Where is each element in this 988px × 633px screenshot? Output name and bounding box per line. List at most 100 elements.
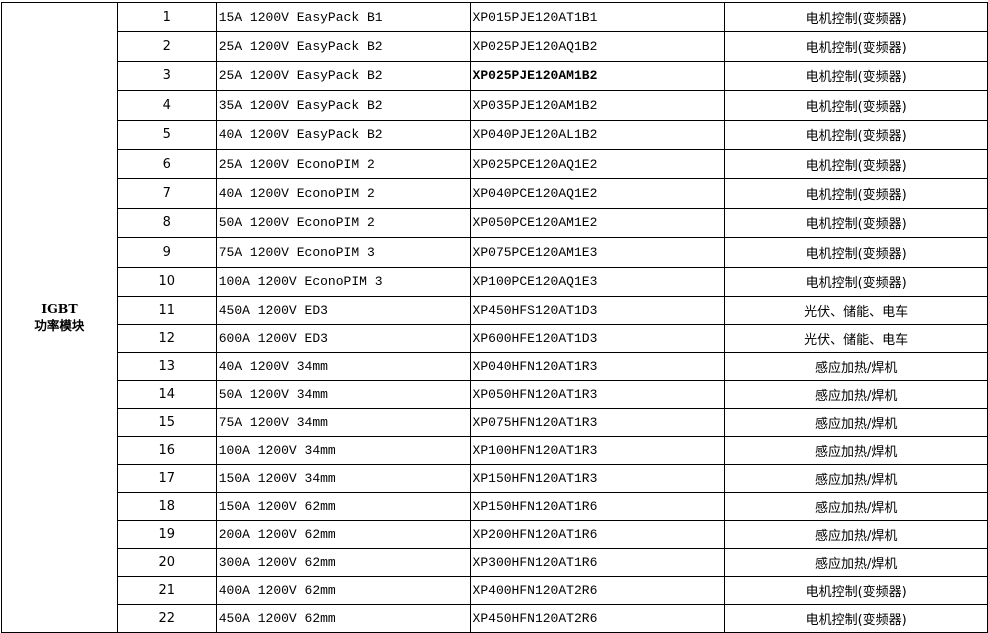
application-cell: 感应加热/焊机 [724,351,988,381]
table-row: 18 150A 1200V 62mm XP150HFN120AT1R6 感应加热/焊机 [2,491,988,521]
table-row: 8 50A 1200V EconoPIM 2 XP050PCE120AM1E2 电机控… [2,207,988,239]
row-number: 2 [116,31,217,62]
part-number-cell: XP050HFN120AT1R3 [469,379,726,409]
table-row: 5 40A 1200V EasyPack B2 XP040PJE120AL1B2 电机… [2,119,988,150]
application-cell: 电机控制(变频器) [724,207,988,239]
application-cell: 电机控制(变频器) [724,148,988,180]
part-number-cell: XP015PJE120AT1B1 [469,1,726,33]
table-row: 15 75A 1200V 34mm XP075HFN120AT1R3 感应加热/焊机 [2,407,988,437]
application-cell: 感应加热/焊机 [724,379,988,409]
part-number-cell: XP025PJE120AQ1B2 [469,31,726,62]
application-cell: 感应加热/焊机 [724,491,988,521]
spec-cell: 300A 1200V 62mm [215,547,471,577]
part-number-cell: XP025PJE120AM1B2 [469,60,726,92]
application-cell: 感应加热/焊机 [724,407,988,437]
row-number: 10 [116,266,217,297]
spec-cell: 50A 1200V 34mm [215,379,471,409]
spec-cell: 40A 1200V 34mm [215,351,471,381]
table-row: 20 300A 1200V 62mm XP300HFN120AT1R6 感应加热/焊机 [2,547,988,577]
part-number-cell: XP100PCE120AQ1E3 [469,266,726,297]
part-number-cell: XP400HFN120AT2R6 [469,575,726,605]
row-number: 18 [116,491,217,521]
application-cell: 电机控制(变频器) [724,237,988,268]
part-number-cell: XP025PCE120AQ1E2 [469,148,726,180]
table-row: 4 35A 1200V EasyPack B2 XP035PJE120AM1B2 电机… [2,90,988,121]
spec-cell: 15A 1200V EasyPack B1 [215,1,471,33]
table-row: 14 50A 1200V 34mm XP050HFN120AT1R3 感应加热/焊机 [2,379,988,409]
category-cell: IGBT 功率模块 [1,2,118,633]
part-number-cell: XP600HFE120AT1D3 [469,323,726,353]
spec-cell: 100A 1200V 34mm [215,435,471,465]
spec-cell: 100A 1200V EconoPIM 3 [215,266,471,297]
row-number: 19 [116,519,217,549]
application-cell: 光伏、储能、电车 [724,323,988,353]
part-number-cell: XP300HFN120AT1R6 [469,547,726,577]
application-cell: 电机控制(变频器) [724,31,988,62]
application-cell: 电机控制(变频器) [724,60,988,92]
row-number: 14 [116,379,217,409]
spec-cell: 75A 1200V EconoPIM 3 [215,237,471,268]
spec-cell: 200A 1200V 62mm [215,519,471,549]
table-row: 11 450A 1200V ED3 XP450HFS120AT1D3 光伏、储能、电车 [2,295,988,325]
table-row: 3 25A 1200V EasyPack B2 XP025PJE120AM1B2 电机… [2,60,988,92]
row-number: 22 [116,603,217,633]
row-number: 5 [116,119,217,150]
row-number: 8 [116,207,217,239]
spec-cell: 400A 1200V 62mm [215,575,471,605]
application-cell: 电机控制(变频器) [724,178,988,209]
spec-cell: 35A 1200V EasyPack B2 [215,90,471,121]
row-number: 1 [116,1,217,33]
part-number-cell: XP150HFN120AT1R6 [469,491,726,521]
part-number-cell: XP050PCE120AM1E2 [469,207,726,239]
table-row: 13 40A 1200V 34mm XP040HFN120AT1R3 感应加热/焊机 [2,351,988,381]
table-row: 12 600A 1200V ED3 XP600HFE120AT1D3 光伏、储能、电车 [2,323,988,353]
application-cell: 感应加热/焊机 [724,463,988,493]
application-cell: 感应加热/焊机 [724,435,988,465]
row-number: 17 [116,463,217,493]
spec-cell: 25A 1200V EasyPack B2 [215,60,471,92]
spec-cell: 150A 1200V 62mm [215,491,471,521]
table-row: 6 25A 1200V EconoPIM 2 XP025PCE120AQ1E2 电机控… [2,148,988,180]
application-cell: 感应加热/焊机 [724,519,988,549]
row-number: 13 [116,351,217,381]
row-number: 21 [116,575,217,605]
application-cell: 电机控制(变频器) [724,1,988,33]
spec-cell: 50A 1200V EconoPIM 2 [215,207,471,239]
application-cell: 光伏、储能、电车 [724,295,988,325]
row-number: 4 [116,90,217,121]
spec-cell: 600A 1200V ED3 [215,323,471,353]
part-number-cell: XP040HFN120AT1R3 [469,351,726,381]
part-number-cell: XP450HFS120AT1D3 [469,295,726,325]
part-number-cell: XP100HFN120AT1R3 [469,435,726,465]
row-number: 9 [116,237,217,268]
spec-cell: 150A 1200V 34mm [215,463,471,493]
spec-cell: 40A 1200V EconoPIM 2 [215,178,471,209]
table-row: 17 150A 1200V 34mm XP150HFN120AT1R3 感应加热/焊机 [2,463,988,493]
part-number-cell: XP075PCE120AM1E3 [469,237,726,268]
table-row: 22 450A 1200V 62mm XP450HFN120AT2R6 电机控制(变频… [2,603,988,633]
row-number: 6 [116,148,217,180]
spec-cell: 40A 1200V EasyPack B2 [215,119,471,150]
spec-cell: 75A 1200V 34mm [215,407,471,437]
spec-cell: 450A 1200V ED3 [215,295,471,325]
application-cell: 电机控制(变频器) [724,266,988,297]
table-row: 19 200A 1200V 62mm XP200HFN120AT1R6 感应加热/焊机 [2,519,988,549]
row-number: 3 [116,60,217,92]
part-number-cell: XP150HFN120AT1R3 [469,463,726,493]
application-cell: 电机控制(变频器) [724,575,988,605]
part-number-cell: XP040PJE120AL1B2 [469,119,726,150]
part-number-cell: XP040PCE120AQ1E2 [469,178,726,209]
application-cell: 电机控制(变频器) [724,119,988,150]
row-number: 12 [116,323,217,353]
part-number-cell: XP075HFN120AT1R3 [469,407,726,437]
row-number: 11 [116,295,217,325]
table-row: 21 400A 1200V 62mm XP400HFN120AT2R6 电机控制(变频… [2,575,988,605]
part-number-cell: XP035PJE120AM1B2 [469,90,726,121]
table-row: 9 75A 1200V EconoPIM 3 XP075PCE120AM1E3 电机控… [2,237,988,268]
category-line1: IGBT [41,301,78,317]
table-row: 7 40A 1200V EconoPIM 2 XP040PCE120AQ1E2 电机控… [2,178,988,209]
table-row: 10 100A 1200V EconoPIM 3 XP100PCE120AQ1E3 电… [2,266,988,297]
part-number-cell: XP200HFN120AT1R6 [469,519,726,549]
